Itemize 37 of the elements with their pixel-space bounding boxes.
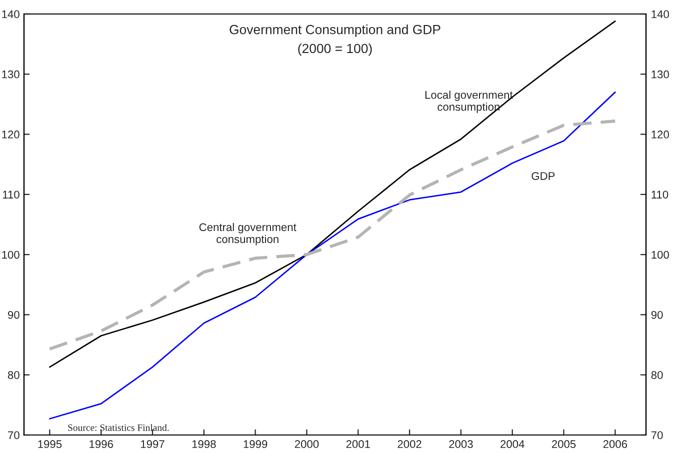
x-tick-label: 1999 — [244, 440, 268, 448]
x-tick-label: 1997 — [141, 440, 164, 448]
line-series — [49, 91, 616, 420]
x-tick-label: 1996 — [90, 440, 113, 448]
line-series — [49, 20, 616, 368]
x-tick-label: 2000 — [294, 440, 319, 448]
y2-tick-label: 120 — [652, 130, 669, 138]
series-label: GDP — [532, 172, 555, 180]
y-tick-label: 120 — [2, 130, 20, 138]
y-tick-label: 140 — [2, 10, 20, 18]
series-label: Central government consumption — [199, 222, 296, 246]
series-label: Local government consumption — [425, 90, 513, 113]
x-tick-label: 2005 — [552, 440, 576, 448]
y2-tick-label: 110 — [652, 190, 668, 199]
annotation: Source: Statistics Finland. — [68, 424, 169, 431]
y-tick-label: 100 — [2, 250, 20, 259]
x-tick-label: 2004 — [500, 440, 524, 448]
y2-tick-label: 90 — [651, 310, 663, 319]
text: Government Consumption and GDP — [230, 24, 440, 37]
x-tick-label: 2002 — [398, 440, 422, 448]
y2-tick-label: 70 — [651, 431, 663, 440]
y-tick-label: 70 — [8, 431, 20, 440]
x-tick-label: 1998 — [192, 440, 216, 448]
line-series — [48, 120, 617, 351]
y2-tick-label: 130 — [652, 70, 669, 78]
x-tick-label: 1995 — [38, 440, 62, 448]
text: (2000 = 100) — [298, 43, 372, 56]
y2-tick-label: 140 — [652, 10, 669, 18]
y2-tick-label: 100 — [652, 250, 669, 259]
y-tick-label: 130 — [2, 70, 20, 78]
x-tick-label: 2003 — [449, 440, 473, 448]
x-tick-label: 2001 — [346, 440, 370, 448]
y2-tick-label: 80 — [651, 371, 663, 379]
y-tick-label: 80 — [8, 371, 20, 379]
y-tick-label: 110 — [2, 190, 20, 199]
y-tick-label: 90 — [8, 310, 20, 319]
x-tick-label: 2006 — [603, 440, 628, 448]
